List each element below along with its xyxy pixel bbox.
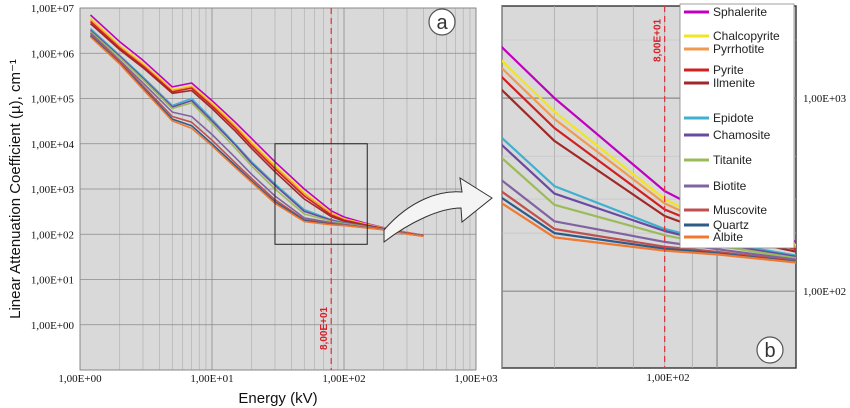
y-tick-label-b: 1,00E+02 (803, 286, 846, 298)
panel-a: 8,00E+01 1,00E+07 1,00E+06 1,00E+05 1,00E+04… (7, 3, 498, 407)
panel-label-circle-a (428, 8, 456, 36)
legend-label: Muscovite (713, 203, 767, 217)
legend-label: Chamosite (713, 128, 771, 142)
zoom-arrow (383, 177, 493, 244)
y-tick-label-a: 1,00E+04 (31, 139, 75, 151)
x-tick-label-a: 1,00E+02 (322, 373, 365, 385)
legend-label: Titanite (713, 153, 752, 167)
legend-label: Sphalerite (713, 5, 767, 19)
panel-label-circle-b (756, 336, 784, 364)
x-tick-label-a: 1,00E+00 (58, 373, 102, 385)
zoom-box (274, 143, 368, 245)
y-tick-label-a: 1,00E+07 (31, 3, 75, 15)
y-tick-label-a: 1,00E+01 (31, 275, 74, 287)
series-group-a (89, 14, 424, 238)
legend-label: Chalcopyrite (713, 29, 780, 43)
x-tick-label-b: 1,00E+02 (646, 372, 689, 384)
legend-label: Pyrrhotite (713, 42, 765, 56)
x-tick-label-a: 1,00E+01 (190, 373, 233, 385)
y-tick-label-a: 1,00E+05 (31, 94, 75, 106)
y-tick-label-a: 1,00E+06 (31, 48, 75, 60)
legend-label: Epidote (713, 111, 754, 125)
panel-label-a: a (436, 12, 448, 34)
legend-label: Quartz (713, 218, 749, 232)
y-tick-label-a: 1,00E+02 (31, 229, 74, 241)
panel-b: 8,00E+01 1,00E+02 1,00E+03 1,00E+02 Sphaleri… (501, 3, 847, 384)
legend-label: Albite (713, 230, 743, 244)
series-line-a-albite (89, 36, 424, 238)
y-axis-title: Linear Attenuation Coefficient (µ), cm⁻¹ (7, 59, 24, 319)
reference-label-b: 8,00E+01 (653, 18, 664, 62)
legend-box (679, 3, 795, 249)
y-tick-label-b: 1,00E+03 (803, 93, 847, 105)
reference-label-a: 8,00E+01 (319, 306, 330, 350)
x-tick-label-a: 1,00E+03 (454, 373, 498, 385)
y-tick-label-a: 1,00E+00 (31, 320, 75, 332)
x-axis-title: Energy (kV) (238, 390, 317, 407)
legend-label: Pyrite (713, 63, 744, 77)
panel-label-b: b (764, 340, 775, 362)
legend-label: Ilmenite (713, 76, 755, 90)
legend-label: Biotite (713, 179, 747, 193)
y-tick-label-a: 1,00E+03 (31, 184, 75, 196)
